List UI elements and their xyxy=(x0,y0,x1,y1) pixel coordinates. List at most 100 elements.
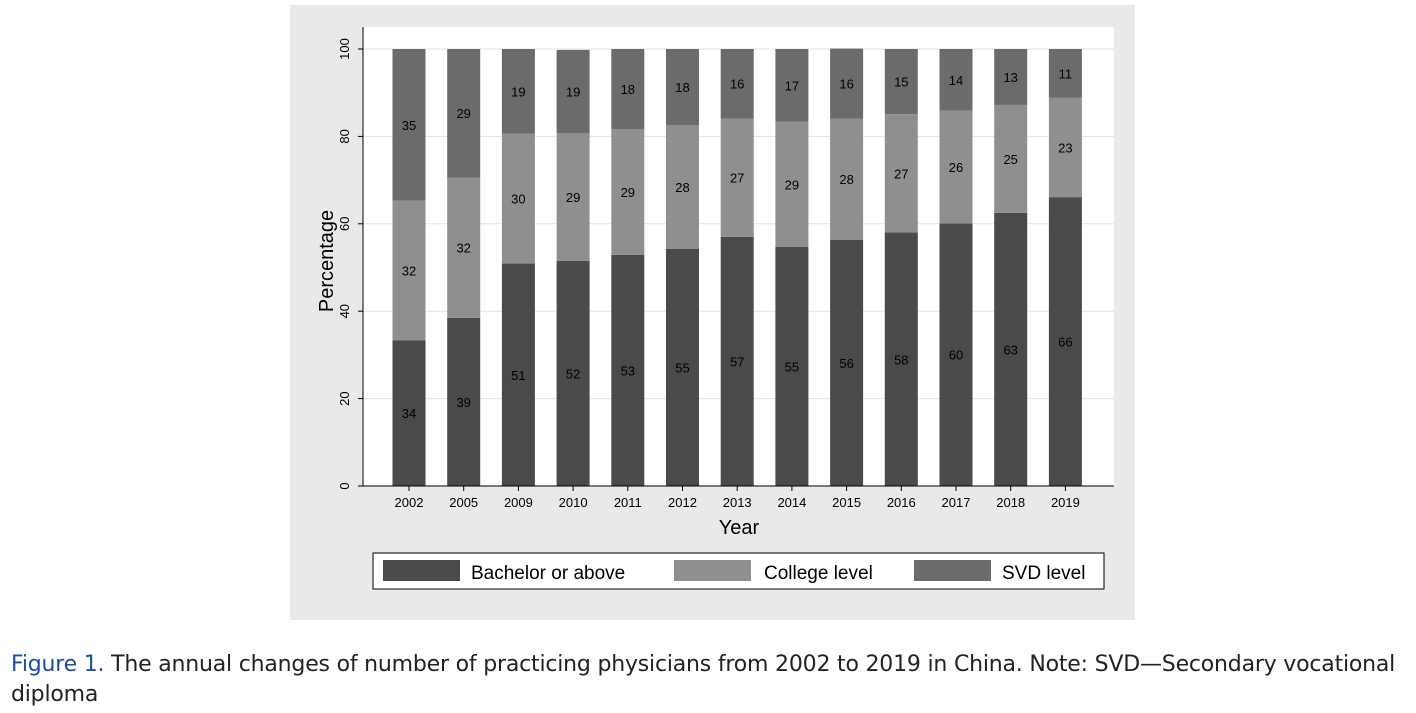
x-tick-label: 2002 xyxy=(395,495,424,510)
bar-segment xyxy=(884,232,918,486)
bar-segment xyxy=(447,317,481,486)
data-label: 28 xyxy=(675,180,689,195)
bar-segment xyxy=(1048,97,1082,198)
y-tick-label: 100 xyxy=(337,38,352,60)
bar-segment xyxy=(994,104,1028,213)
legend: Bachelor or above College level SVD level xyxy=(383,560,1085,584)
bar-segment xyxy=(392,49,426,201)
x-tick-label: 2005 xyxy=(449,495,478,510)
bar-segment xyxy=(666,125,699,249)
bar-segment xyxy=(501,49,535,134)
legend-label: College level xyxy=(764,563,873,584)
bar-segment xyxy=(939,110,973,224)
legend-label: SVD level xyxy=(1002,563,1085,584)
bar-segment xyxy=(556,260,590,486)
bar-segment xyxy=(720,236,754,486)
legend-swatch xyxy=(383,560,460,581)
data-label: 27 xyxy=(894,166,908,181)
data-labels: 34 32 35 39 32 29 51 30 19 52 29 19 53 29 18 55 28 18 57 27… xyxy=(402,66,1073,421)
data-label: 18 xyxy=(675,80,689,95)
data-label: 18 xyxy=(621,82,635,97)
data-label: 57 xyxy=(730,354,744,369)
bar-segment xyxy=(556,49,590,134)
data-label: 51 xyxy=(511,368,525,383)
bar-segment xyxy=(1048,197,1082,486)
bar-segment xyxy=(884,114,918,233)
x-tick-label: 2017 xyxy=(942,495,971,510)
data-label: 56 xyxy=(839,356,853,371)
x-tick-label: 2013 xyxy=(723,495,752,510)
figure-caption: Figure 1. The annual changes of number o… xyxy=(11,650,1414,710)
data-label: 19 xyxy=(566,85,580,100)
bar-segment xyxy=(611,254,645,486)
x-tick-label: 2018 xyxy=(996,495,1025,510)
y-tick-label: 20 xyxy=(337,391,352,405)
x-tick-label: 2009 xyxy=(504,495,533,510)
y-axis-label: Percentage xyxy=(316,210,338,312)
bar-segment xyxy=(939,49,973,111)
bar-segment xyxy=(994,49,1028,105)
data-label: 29 xyxy=(566,190,580,205)
bar-segment xyxy=(666,49,699,126)
data-label: 26 xyxy=(949,160,963,175)
y-tick-label: 0 xyxy=(337,482,352,489)
data-label: 14 xyxy=(949,73,963,88)
bar-segment xyxy=(447,177,481,318)
caption-label: Figure 1. xyxy=(11,652,105,677)
caption-text-line2: diploma xyxy=(11,682,99,707)
y-tick-label: 80 xyxy=(337,129,352,143)
data-label: 16 xyxy=(839,77,853,92)
x-tick-label: 2011 xyxy=(614,495,642,510)
y-axis-ticks: 0 20 40 60 80 100 xyxy=(337,38,363,490)
x-tick-label: 2010 xyxy=(559,495,588,510)
bar-segment xyxy=(775,246,809,486)
bar-segment xyxy=(830,118,864,240)
bars xyxy=(392,48,1082,486)
data-label: 13 xyxy=(1003,70,1017,85)
data-label: 35 xyxy=(402,118,416,133)
data-label: 63 xyxy=(1003,342,1017,357)
y-tick-label: 60 xyxy=(337,217,352,231)
data-label: 39 xyxy=(456,395,470,410)
bar-segment xyxy=(775,49,809,122)
bar-segment xyxy=(775,121,809,247)
legend-swatch xyxy=(914,560,991,581)
x-tick-label: 2012 xyxy=(668,495,697,510)
data-label: 15 xyxy=(894,75,908,90)
stacked-bar-chart: 34 32 35 39 32 29 51 30 19 52 29 19 53 29 18 55 28 18 57 27… xyxy=(316,27,1114,590)
data-label: 66 xyxy=(1058,335,1072,350)
data-label: 23 xyxy=(1058,140,1072,155)
bar-segment xyxy=(720,49,754,119)
bar-segment xyxy=(611,128,645,255)
x-axis-label: Year xyxy=(719,517,760,539)
data-label: 30 xyxy=(511,192,525,207)
data-label: 11 xyxy=(1059,66,1073,81)
bar-segment xyxy=(666,248,699,486)
data-label: 32 xyxy=(402,264,416,279)
data-label: 32 xyxy=(456,241,470,256)
bar-segment xyxy=(1048,49,1082,98)
legend-swatch xyxy=(674,560,751,581)
bar-segment xyxy=(830,239,864,486)
data-label: 25 xyxy=(1003,152,1017,167)
data-label: 55 xyxy=(785,359,799,374)
data-label: 34 xyxy=(402,406,416,421)
data-label: 52 xyxy=(566,366,580,381)
bar-segment xyxy=(501,133,535,264)
data-label: 16 xyxy=(730,77,744,92)
figure-panel: 34 32 35 39 32 29 51 30 19 52 29 19 53 29 18 55 28 18 57 27… xyxy=(290,5,1135,620)
bar-segment xyxy=(447,49,481,178)
bar-segment xyxy=(392,200,426,341)
bar-segment xyxy=(884,49,918,115)
data-label: 29 xyxy=(456,106,470,121)
y-tick-label: 40 xyxy=(337,304,352,318)
data-label: 19 xyxy=(511,84,525,99)
data-label: 58 xyxy=(894,352,908,367)
bar-segment xyxy=(720,118,754,237)
x-axis-ticks: 2002 2005 2009 2010 2011 2012 2013 2014 2015 2016… xyxy=(395,486,1080,510)
bar-segment xyxy=(556,133,590,261)
bar-segment xyxy=(939,223,973,486)
bar-segment xyxy=(392,340,426,486)
x-tick-label: 2014 xyxy=(777,495,806,510)
data-label: 28 xyxy=(839,172,853,187)
